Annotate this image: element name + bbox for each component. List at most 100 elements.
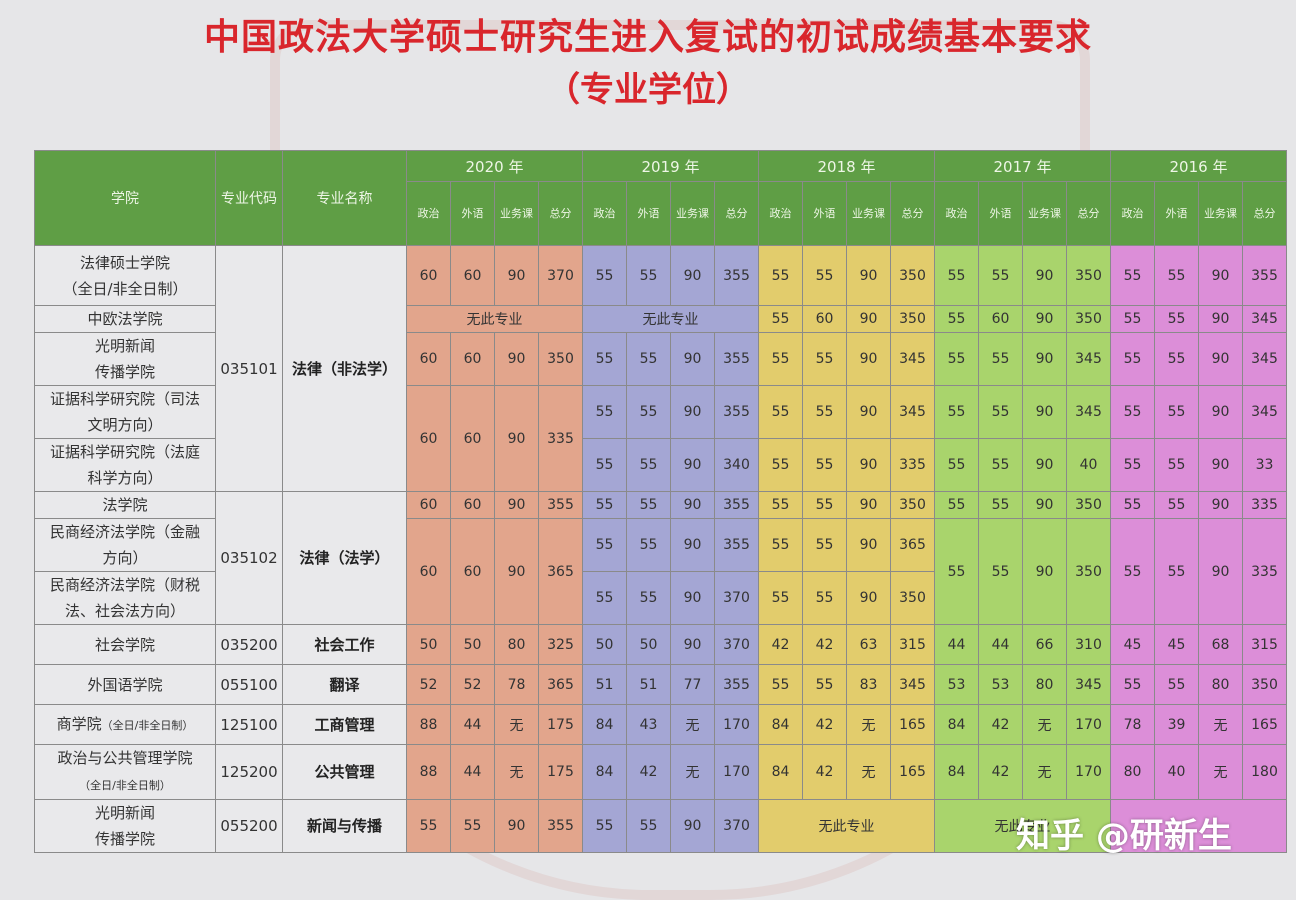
score-cell: 90 — [494, 385, 539, 492]
score-cell: 55 — [582, 799, 627, 853]
score-cell: 55 — [582, 491, 627, 519]
score-cell: 90 — [1022, 305, 1067, 333]
score-cell: 90 — [846, 385, 891, 439]
score-cell: 无 — [1198, 744, 1243, 800]
score-cell: 50 — [406, 624, 451, 665]
score-cell: 40 — [1154, 744, 1199, 800]
college-name: 社会学院 — [34, 624, 216, 665]
score-cell: 345 — [890, 385, 935, 439]
score-cell: 42 — [978, 704, 1023, 745]
score-cell: 无 — [670, 704, 715, 745]
header-subject: 政治 — [1110, 181, 1155, 246]
score-cell: 90 — [670, 799, 715, 853]
college-name: 外国语学院 — [34, 664, 216, 705]
table-row: 证据科学研究院（司法 文明方向） 60 60 90 335 55 55 90 355 55 55… — [34, 385, 1287, 492]
college-name-2: 科学方向） — [87, 469, 163, 487]
score-cell: 55 — [802, 438, 847, 492]
page-title: 中国政法大学硕士研究生进入复试的初试成绩基本要求 — [203, 17, 1092, 58]
score-cell: 55 — [802, 518, 847, 572]
score-cell: 90 — [494, 518, 539, 625]
score-cell: 51 — [582, 664, 627, 705]
table-row: 社会学院 035200 社会工作 50 50 80 325 50 50 90 370 42 4… — [34, 624, 1287, 665]
score-cell: 90 — [494, 332, 539, 386]
college-name-2: （全日/非全日制） — [62, 279, 188, 298]
score-cell: 55 — [802, 332, 847, 386]
score-cell: 60 — [450, 491, 495, 519]
empty-cell — [1110, 799, 1287, 853]
score-cell: 无 — [1022, 744, 1067, 800]
header-subject: 业务课 — [1198, 181, 1243, 246]
header-subject: 外语 — [802, 181, 847, 246]
score-cell: 60 — [406, 385, 451, 492]
score-cell: 90 — [494, 799, 539, 853]
score-cell: 90 — [670, 245, 715, 306]
score-cell: 55 — [934, 385, 979, 439]
major-cell: 法律（非法学） — [282, 245, 407, 492]
college-note: （全日/非全日制） — [101, 718, 194, 732]
score-cell: 55 — [802, 491, 847, 519]
score-cell: 55 — [626, 385, 671, 439]
score-cell: 55 — [1154, 491, 1199, 519]
score-cell: 55 — [1154, 664, 1199, 705]
score-cell: 84 — [758, 744, 803, 800]
score-cell: 350 — [1066, 305, 1111, 333]
score-cell: 55 — [758, 385, 803, 439]
score-cell: 355 — [714, 245, 759, 306]
score-cell: 335 — [1242, 491, 1287, 519]
score-cell: 90 — [670, 491, 715, 519]
score-cell: 55 — [758, 571, 803, 625]
score-cell: 370 — [714, 799, 759, 853]
score-cell: 90 — [494, 491, 539, 519]
score-cell: 345 — [1066, 385, 1111, 439]
score-cell: 39 — [1154, 704, 1199, 745]
score-cell: 55 — [582, 385, 627, 439]
code-cell: 125200 — [215, 744, 283, 800]
college-name-2: 文明方向） — [87, 416, 163, 434]
college-name-2: 传播学院 — [94, 363, 155, 381]
score-cell: 60 — [406, 245, 451, 306]
table-row: 光明新闻 传播学院 60 60 90 350 55 55 90 355 55 55 90 345 5… — [34, 332, 1287, 386]
score-cell: 80 — [1022, 664, 1067, 705]
college-name-2: 方向） — [102, 549, 148, 567]
score-cell: 55 — [934, 518, 979, 625]
table-row: 外国语学院 055100 翻译 52 52 78 365 51 51 77 355 55 55… — [34, 664, 1287, 705]
table-row: 政治与公共管理学院 （全日/非全日制） 125200 公共管理 88 44 无 175 … — [34, 744, 1287, 800]
score-cell: 55 — [626, 438, 671, 492]
header-subject: 外语 — [450, 181, 495, 246]
header-subject: 政治 — [406, 181, 451, 246]
score-cell: 55 — [582, 571, 627, 625]
score-cell: 90 — [846, 518, 891, 572]
score-cell: 90 — [1022, 245, 1067, 306]
score-cell: 90 — [670, 518, 715, 572]
score-cell: 84 — [582, 704, 627, 745]
score-cell: 60 — [978, 305, 1023, 333]
no-major-note: 无此专业 — [582, 305, 759, 333]
major-cell: 新闻与传播 — [282, 799, 407, 853]
score-cell: 42 — [802, 624, 847, 665]
header-subject: 业务课 — [1022, 181, 1067, 246]
score-cell: 170 — [1066, 704, 1111, 745]
score-cell: 55 — [1154, 305, 1199, 333]
score-cell: 90 — [1198, 438, 1243, 492]
score-cell: 345 — [1242, 385, 1287, 439]
score-cell: 355 — [538, 491, 583, 519]
score-cell: 90 — [1198, 518, 1243, 625]
score-cell: 355 — [714, 332, 759, 386]
score-cell: 51 — [626, 664, 671, 705]
score-cell: 44 — [450, 704, 495, 745]
college-name: 光明新闻 — [94, 337, 155, 355]
header-subject: 业务课 — [846, 181, 891, 246]
score-cell: 78 — [1110, 704, 1155, 745]
score-cell: 350 — [890, 245, 935, 306]
score-cell: 170 — [714, 704, 759, 745]
code-cell: 125100 — [215, 704, 283, 745]
score-cell: 355 — [714, 518, 759, 572]
score-cell: 53 — [934, 664, 979, 705]
score-cell: 60 — [802, 305, 847, 333]
score-cell: 55 — [626, 245, 671, 306]
header-subject: 政治 — [934, 181, 979, 246]
header-year-2020: 2020 年 — [406, 150, 583, 182]
college-cell: 光明新闻 传播学院 — [34, 332, 216, 386]
college-name: 证据科学研究院（法庭 — [49, 443, 200, 461]
score-cell: 44 — [978, 624, 1023, 665]
